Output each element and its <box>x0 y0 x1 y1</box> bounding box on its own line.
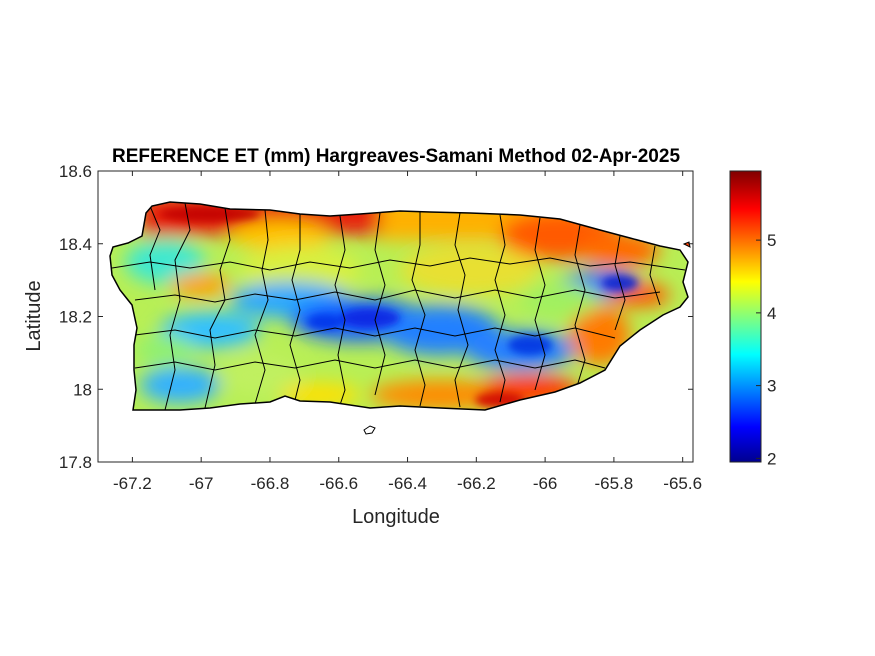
y-tick-label: 17.8 <box>59 453 92 472</box>
colorbar <box>729 170 762 463</box>
colorbar-ticks: 2 3 4 5 <box>756 231 776 468</box>
x-tick-label: -65.8 <box>595 474 634 493</box>
y-tick-label: 18.2 <box>59 308 92 327</box>
y-axis-ticks: 17.8 18 18.2 18.4 18.6 <box>59 162 693 472</box>
colorbar-tick-label: 2 <box>767 449 776 468</box>
x-axis-label: Longitude <box>352 506 440 528</box>
x-axis-ticks: -67.2 -67 -66.8 -66.6 -66.4 -66.2 -66 -65.8 -65.… <box>113 171 702 493</box>
x-tick-label: -65.6 <box>663 474 702 493</box>
mona-island-icon <box>363 425 376 435</box>
colorbar-tick-label: 4 <box>767 304 776 323</box>
colorbar-tick-label: 3 <box>767 377 776 396</box>
municipality-boundaries <box>111 202 686 410</box>
x-tick-label: -66.4 <box>388 474 427 493</box>
x-tick-label: -66.8 <box>251 474 290 493</box>
x-tick-label: -66.2 <box>457 474 496 493</box>
y-tick-label: 18.6 <box>59 162 92 181</box>
y-axis-label: Latitude <box>23 280 45 351</box>
x-tick-label: -67 <box>189 474 214 493</box>
x-tick-label: -66.6 <box>319 474 358 493</box>
y-tick-label: 18.4 <box>59 235 92 254</box>
x-tick-label: -66 <box>533 474 558 493</box>
x-tick-label: -67.2 <box>113 474 152 493</box>
chart-title: REFERENCE ET (mm) Hargreaves-Samani Meth… <box>112 146 680 167</box>
y-tick-label: 18 <box>73 380 92 399</box>
colorbar-tick-label: 5 <box>767 231 776 250</box>
